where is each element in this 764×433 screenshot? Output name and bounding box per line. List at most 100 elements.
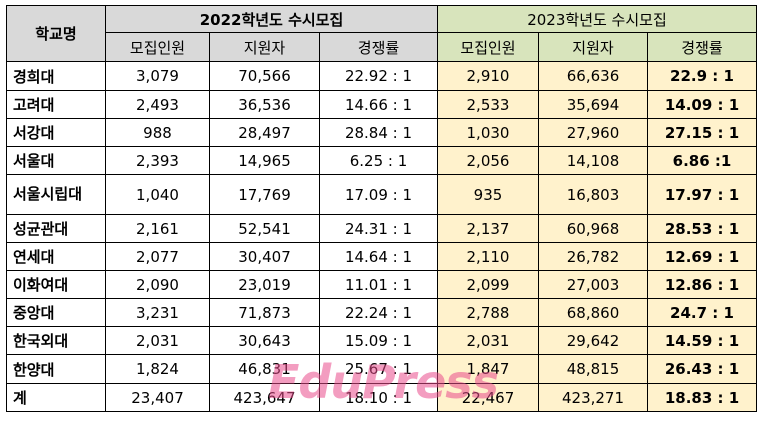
header-row-columns: 모집인원 지원자 경쟁률 모집인원 지원자 경쟁률 — [7, 32, 757, 62]
applicants-2022: 14,965 — [209, 146, 320, 175]
quota-2022: 2,031 — [105, 326, 210, 355]
quota-2023: 2,910 — [437, 61, 539, 91]
rate-2023: 14.09 : 1 — [647, 90, 757, 119]
quota-2022: 2,393 — [105, 146, 210, 175]
col-rate-2022: 경쟁률 — [319, 32, 438, 62]
group-header-2022: 2022학년도 수시모집 — [105, 5, 438, 33]
table-row: 서강대 988 28,497 28.84 : 1 1,030 27,960 27… — [6, 118, 757, 147]
applicants-2023: 35,694 — [538, 90, 648, 119]
applicants-2023: 26,782 — [538, 242, 648, 271]
applicants-2022: 30,643 — [209, 326, 320, 355]
rate-2022: 22.24 : 1 — [319, 298, 438, 327]
rate-2022: 24.31 : 1 — [319, 214, 438, 243]
applicants-2023: 60,968 — [538, 214, 648, 243]
rate-2022: 28.84 : 1 — [319, 118, 438, 147]
quota-2023: 2,099 — [437, 270, 539, 299]
quota-2022: 3,079 — [105, 61, 210, 91]
quota-2022: 2,161 — [105, 214, 210, 243]
school-name: 중앙대 — [6, 298, 106, 327]
rate-2022: 11.01 : 1 — [319, 270, 438, 299]
school-name: 서울대 — [6, 146, 106, 175]
rate-2022: 25.67 : 1 — [319, 354, 438, 384]
rate-2023: 22.9 : 1 — [647, 61, 757, 91]
applicants-2022: 30,407 — [209, 242, 320, 271]
col-rate-2023: 경쟁률 — [647, 32, 757, 62]
quota-2023: 2,031 — [437, 326, 539, 355]
quota-2023: 2,788 — [437, 298, 539, 327]
quota-2023: 2,056 — [437, 146, 539, 175]
applicants-2023: 68,860 — [538, 298, 648, 327]
applicants-2023: 14,108 — [538, 146, 648, 175]
applicants-2023: 29,642 — [538, 326, 648, 355]
total-row: 계 23,407 423,647 18.10 : 1 22,467 423,27… — [6, 383, 757, 412]
rate-2023: 28.53 : 1 — [647, 214, 757, 243]
rate-2022: 22.92 : 1 — [319, 61, 438, 91]
applicants-2023-total: 423,271 — [538, 383, 648, 412]
rate-2023: 27.15 : 1 — [647, 118, 757, 147]
quota-2022: 1,040 — [105, 174, 210, 215]
table-row: 연세대 2,077 30,407 14.64 : 1 2,110 26,782 … — [6, 242, 757, 271]
rate-2022: 14.64 : 1 — [319, 242, 438, 271]
quota-2022: 1,824 — [105, 354, 210, 384]
col-applicants-2023: 지원자 — [538, 32, 648, 62]
rate-2022: 6.25 : 1 — [319, 146, 438, 175]
applicants-2022: 28,497 — [209, 118, 320, 147]
rate-2023: 6.86 :1 — [647, 146, 757, 175]
table-row: 한국외대 2,031 30,643 15.09 : 1 2,031 29,642… — [6, 326, 757, 355]
rate-2022: 14.66 : 1 — [319, 90, 438, 119]
applicants-2023: 48,815 — [538, 354, 648, 384]
table-row: 경희대 3,079 70,566 22.92 : 1 2,910 66,636 … — [6, 61, 757, 91]
group-header-2023: 2023학년도 수시모집 — [437, 5, 757, 33]
school-name: 한국외대 — [6, 326, 106, 355]
rate-2023-total: 18.83 : 1 — [647, 383, 757, 412]
quota-2022: 2,493 — [105, 90, 210, 119]
table-row: 서울대 2,393 14,965 6.25 : 1 2,056 14,108 6… — [6, 146, 757, 175]
quota-2022: 3,231 — [105, 298, 210, 327]
school-name: 성균관대 — [6, 214, 106, 243]
rate-2022: 17.09 : 1 — [319, 174, 438, 215]
col-quota-2023: 모집인원 — [437, 32, 539, 62]
quota-2023: 935 — [437, 174, 539, 215]
quota-2023: 2,110 — [437, 242, 539, 271]
header-row-groups: 학교명 2022학년도 수시모집 2023학년도 수시모집 — [6, 5, 757, 62]
school-column-header: 학교명 — [6, 5, 106, 62]
school-name: 연세대 — [6, 242, 106, 271]
applicants-2023: 16,803 — [538, 174, 648, 215]
applicants-2022: 36,536 — [209, 90, 320, 119]
quota-2023: 1,030 — [437, 118, 539, 147]
school-name: 서울시립대 — [6, 174, 106, 215]
quota-2022: 2,077 — [105, 242, 210, 271]
table-row: 중앙대 3,231 71,873 22.24 : 1 2,788 68,860 … — [6, 298, 757, 327]
quota-2022-total: 23,407 — [105, 383, 210, 412]
rate-2022-total: 18.10 : 1 — [319, 383, 438, 412]
quota-2022: 988 — [105, 118, 210, 147]
rate-2023: 12.69 : 1 — [647, 242, 757, 271]
school-name: 경희대 — [6, 61, 106, 91]
applicants-2023: 66,636 — [538, 61, 648, 91]
rate-2023: 26.43 : 1 — [647, 354, 757, 384]
quota-2023: 2,533 — [437, 90, 539, 119]
table-row: 서울시립대 1,040 17,769 17.09 : 1 935 16,803 … — [6, 174, 757, 215]
rate-2023: 17.97 : 1 — [647, 174, 757, 215]
col-quota-2022: 모집인원 — [105, 32, 210, 62]
school-name: 서강대 — [6, 118, 106, 147]
col-applicants-2022: 지원자 — [209, 32, 320, 62]
table-row: 이화여대 2,090 23,019 11.01 : 1 2,099 27,003… — [6, 270, 757, 299]
quota-2022: 2,090 — [105, 270, 210, 299]
school-name: 고려대 — [6, 90, 106, 119]
applicants-2022: 23,019 — [209, 270, 320, 299]
applicants-2022: 52,541 — [209, 214, 320, 243]
school-name: 이화여대 — [6, 270, 106, 299]
applicants-2022: 71,873 — [209, 298, 320, 327]
applicants-2022: 46,831 — [209, 354, 320, 384]
rate-2022: 15.09 : 1 — [319, 326, 438, 355]
table-row: 성균관대 2,161 52,541 24.31 : 1 2,137 60,968… — [6, 214, 757, 243]
applicants-2022: 70,566 — [209, 61, 320, 91]
applicants-2022: 17,769 — [209, 174, 320, 215]
applicants-2023: 27,003 — [538, 270, 648, 299]
table-row: 한양대 1,824 46,831 25.67 : 1 1,847 48,815 … — [6, 354, 757, 384]
quota-2023: 2,137 — [437, 214, 539, 243]
total-label: 계 — [6, 383, 106, 412]
applicants-2022-total: 423,647 — [209, 383, 320, 412]
quota-2023-total: 22,467 — [437, 383, 539, 412]
